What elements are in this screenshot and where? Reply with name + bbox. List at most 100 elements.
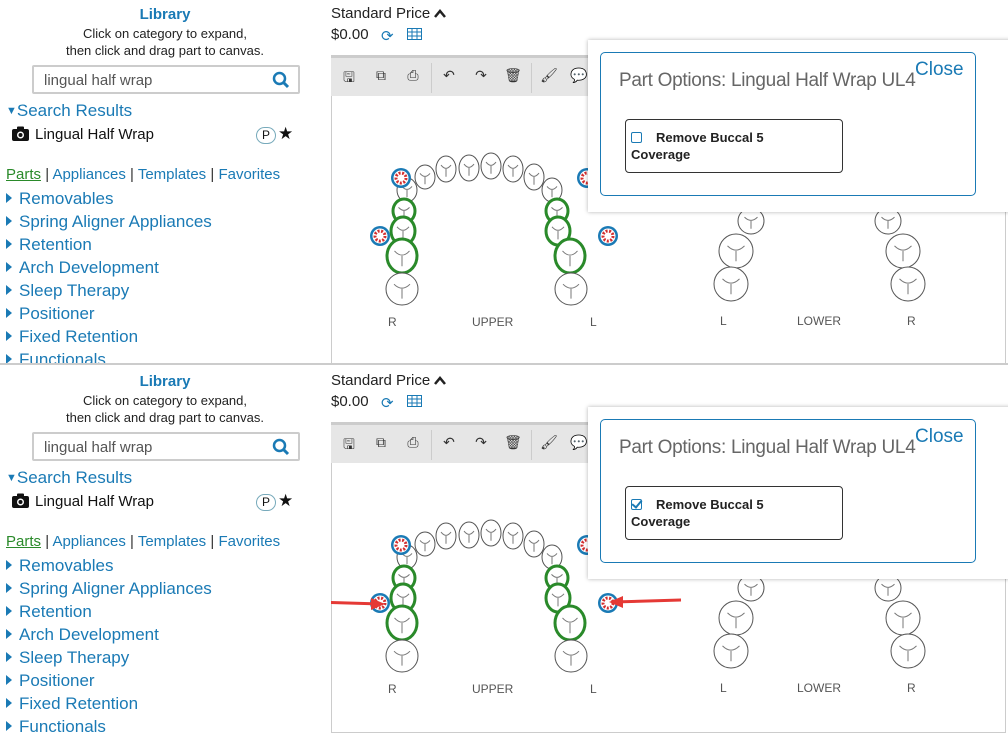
category-item[interactable]: Sleep Therapy — [6, 279, 212, 302]
remove-buccal-checkbox[interactable] — [631, 132, 642, 143]
trash-icon[interactable]: 🗑 — [504, 67, 522, 83]
print-icon[interactable]: ⎙ — [407, 67, 419, 83]
tooth[interactable] — [553, 604, 587, 642]
print-icon[interactable]: ⎙ — [407, 434, 419, 450]
comment-icon[interactable]: 💬 — [570, 67, 588, 83]
gear-icon[interactable] — [370, 226, 390, 246]
search-icon[interactable] — [272, 438, 290, 456]
gear-icon[interactable] — [391, 168, 411, 188]
tab-templates[interactable]: Templates — [137, 166, 207, 183]
close-button[interactable]: Close — [915, 59, 964, 80]
tooth[interactable] — [554, 272, 588, 306]
comment-icon[interactable]: 💬 — [570, 434, 588, 450]
tooth[interactable] — [502, 155, 524, 183]
library-search-input[interactable]: lingual half wrap — [32, 65, 300, 94]
chevron-up-icon[interactable] — [434, 9, 447, 18]
category-item[interactable]: Retention — [6, 600, 212, 623]
refresh-icon[interactable]: ⟳ — [381, 395, 394, 412]
category-item[interactable]: Arch Development — [6, 256, 212, 279]
tab-appliances[interactable]: Appliances — [52, 533, 126, 550]
search-result-item[interactable]: Lingual Half Wrap P ★ — [12, 491, 297, 511]
tooth[interactable] — [458, 154, 480, 182]
category-item[interactable]: Functionals — [6, 715, 212, 738]
tooth[interactable] — [435, 155, 457, 183]
tooth[interactable] — [435, 522, 457, 550]
undo-icon[interactable]: ↶ — [443, 434, 455, 450]
category-item[interactable]: Positioner — [6, 669, 212, 692]
tooth[interactable] — [718, 233, 754, 269]
table-icon[interactable] — [407, 394, 422, 411]
tooth[interactable] — [414, 164, 436, 190]
standard-price-toggle[interactable]: Standard Price — [331, 372, 447, 389]
teeth-chart[interactable] — [331, 463, 1006, 731]
tab-templates[interactable]: Templates — [137, 533, 207, 550]
category-item[interactable]: Removables — [6, 187, 212, 210]
tab-appliances[interactable]: Appliances — [52, 166, 126, 183]
redo-icon[interactable]: ↷ — [475, 67, 487, 83]
tooth[interactable] — [523, 163, 545, 191]
p-badge[interactable]: P — [256, 494, 276, 511]
tooth[interactable] — [890, 633, 926, 669]
category-item[interactable]: Functionals — [6, 348, 212, 363]
close-button[interactable]: Close — [915, 426, 964, 447]
camera-icon[interactable] — [12, 493, 29, 508]
redo-icon[interactable]: ↷ — [475, 434, 487, 450]
category-item[interactable]: Removables — [6, 554, 212, 577]
remove-buccal-checkbox[interactable] — [631, 499, 642, 510]
search-result-item[interactable]: Lingual Half Wrap P ★ — [12, 124, 297, 144]
tooth[interactable] — [385, 604, 419, 642]
tooth[interactable] — [885, 600, 921, 636]
copy-icon[interactable]: ⧉ — [376, 67, 386, 83]
camera-icon[interactable] — [12, 126, 29, 141]
category-item[interactable]: Arch Development — [6, 623, 212, 646]
trash-icon[interactable]: 🗑 — [504, 434, 522, 450]
p-badge[interactable]: P — [256, 127, 276, 144]
tooth[interactable] — [385, 272, 419, 306]
tooth[interactable] — [458, 521, 480, 549]
category-item[interactable]: Spring Aligner Appliances — [6, 210, 212, 233]
tooth[interactable] — [544, 582, 572, 614]
tooth[interactable] — [414, 531, 436, 557]
tab-parts[interactable]: Parts — [6, 533, 42, 550]
star-icon[interactable]: ★ — [278, 124, 294, 143]
remove-buccal-option[interactable]: Remove Buccal 5 Coverage — [625, 486, 843, 540]
tooth[interactable] — [480, 152, 502, 180]
tooth[interactable] — [713, 266, 749, 302]
category-item[interactable]: Retention — [6, 233, 212, 256]
category-item[interactable]: Fixed Retention — [6, 325, 212, 348]
tab-favorites[interactable]: Favorites — [218, 533, 281, 550]
refresh-icon[interactable]: ⟳ — [381, 28, 394, 45]
save-icon[interactable]: 🖫 — [343, 69, 355, 85]
category-item[interactable]: Fixed Retention — [6, 692, 212, 715]
star-icon[interactable]: ★ — [278, 491, 294, 510]
save-icon[interactable]: 🖫 — [343, 436, 355, 452]
tooth[interactable] — [554, 639, 588, 673]
tooth[interactable] — [718, 600, 754, 636]
tooth[interactable] — [523, 530, 545, 558]
category-item[interactable]: Spring Aligner Appliances — [6, 577, 212, 600]
remove-buccal-option[interactable]: Remove Buccal 5 Coverage — [625, 119, 843, 173]
library-search-input[interactable]: lingual half wrap — [32, 432, 300, 461]
tooth[interactable] — [385, 639, 419, 673]
search-results-toggle[interactable]: ▼Search Results — [6, 468, 132, 488]
copy-icon[interactable]: ⧉ — [376, 434, 386, 450]
tooth[interactable] — [890, 266, 926, 302]
undo-icon[interactable]: ↶ — [443, 67, 455, 83]
tooth[interactable] — [737, 207, 765, 235]
standard-price-toggle[interactable]: Standard Price — [331, 5, 447, 22]
brush-icon[interactable]: 🖌 — [540, 434, 558, 450]
category-item[interactable]: Sleep Therapy — [6, 646, 212, 669]
search-icon[interactable] — [272, 71, 290, 89]
category-item[interactable]: Positioner — [6, 302, 212, 325]
table-icon[interactable] — [407, 27, 422, 44]
tab-parts[interactable]: Parts — [6, 166, 42, 183]
tooth[interactable] — [502, 522, 524, 550]
tooth[interactable] — [885, 233, 921, 269]
tooth[interactable] — [480, 519, 502, 547]
brush-icon[interactable]: 🖌 — [540, 67, 558, 83]
tooth[interactable] — [713, 633, 749, 669]
search-results-toggle[interactable]: ▼Search Results — [6, 101, 132, 121]
chevron-up-icon[interactable] — [434, 376, 447, 385]
gear-icon[interactable] — [598, 226, 618, 246]
gear-icon[interactable] — [391, 535, 411, 555]
